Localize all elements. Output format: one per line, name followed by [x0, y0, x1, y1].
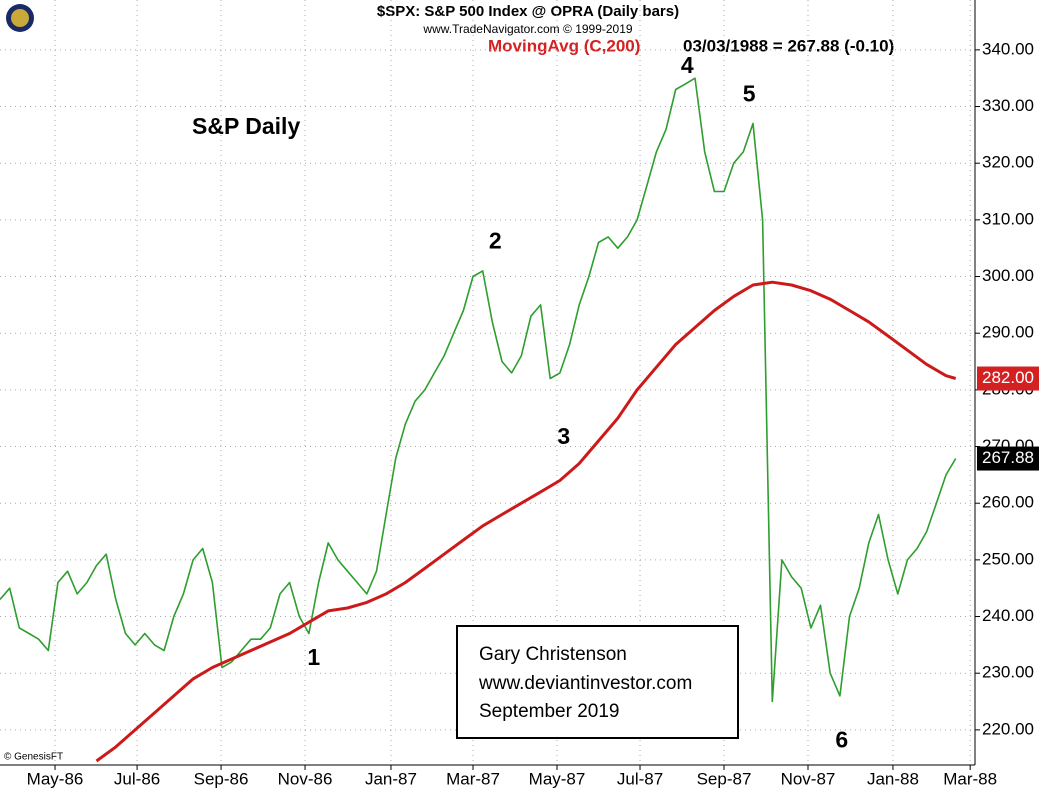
wave-label: 5: [743, 80, 756, 106]
x-tick-label: Sep-86: [194, 769, 249, 788]
x-tick-label: Jul-87: [617, 769, 663, 788]
note-box: Gary Christenson www.deviantinvestor.com…: [456, 625, 739, 739]
wave-label: 1: [307, 644, 320, 670]
x-tick-label: Nov-86: [278, 769, 333, 788]
price-tag: [977, 446, 1039, 471]
y-tick-label: 220.00: [982, 719, 1034, 738]
x-tick-label: Sep-87: [697, 769, 752, 788]
x-tick-label: Nov-87: [781, 769, 836, 788]
y-tick-label: 290.00: [982, 323, 1034, 342]
series-line: [0, 77, 957, 703]
x-tick-label: May-86: [27, 769, 84, 788]
y-tick-label: 250.00: [982, 549, 1034, 568]
wave-label: 3: [557, 423, 570, 449]
y-tick-label: 340.00: [982, 39, 1034, 58]
indicator-label: MovingAvg (C,200): [488, 36, 640, 55]
chart-title: $SPX: S&P 500 Index @ OPRA (Daily bars): [377, 3, 679, 20]
y-tick-label: 310.00: [982, 209, 1034, 228]
series-line: [95, 280, 957, 763]
y-tick-label: 300.00: [982, 266, 1034, 285]
x-tick-label: Mar-88: [943, 769, 997, 788]
note-line: Gary Christenson: [479, 644, 627, 665]
wave-label: 4: [681, 52, 694, 78]
x-tick-label: Mar-87: [446, 769, 500, 788]
price-tag: [977, 366, 1039, 391]
wave-label: 2: [489, 228, 502, 254]
x-tick-label: Jul-86: [114, 769, 160, 788]
note-line: September 2019: [479, 701, 620, 722]
y-tick-label: 260.00: [982, 493, 1034, 512]
wave-label: 6: [835, 726, 848, 752]
note-frame: [456, 625, 739, 739]
logo: [6, 4, 34, 32]
price-tag-label: 282.00: [982, 368, 1034, 387]
y-tick-label: 240.00: [982, 606, 1034, 625]
y-tick-label: 330.00: [982, 96, 1034, 115]
chart-label: S&P Daily: [192, 113, 300, 139]
subtitle: www.TradeNavigator.com © 1999-2019: [422, 22, 632, 36]
y-tick-label: 320.00: [982, 153, 1034, 172]
readout: 03/03/1988 = 267.88 (-0.10): [683, 36, 894, 55]
x-tick-label: Jan-87: [365, 769, 417, 788]
note-line: www.deviantinvestor.com: [478, 673, 692, 694]
price-tag-label: 267.88: [982, 448, 1034, 467]
y-tick-label: 230.00: [982, 663, 1034, 682]
credit: © GenesisFT: [4, 752, 63, 763]
x-tick-label: Jan-88: [867, 769, 919, 788]
x-tick-label: May-87: [529, 769, 586, 788]
